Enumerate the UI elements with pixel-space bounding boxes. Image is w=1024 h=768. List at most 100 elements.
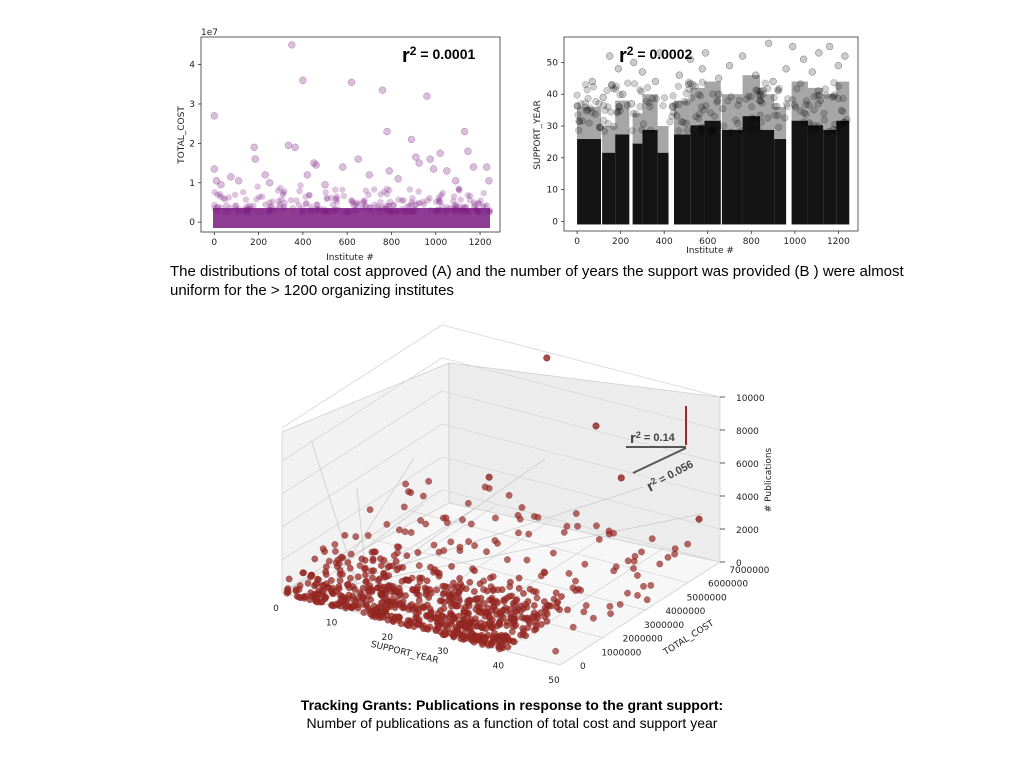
b-point bbox=[682, 119, 690, 127]
b-dense-column-fade bbox=[721, 94, 743, 130]
a-point bbox=[352, 201, 359, 209]
point-3d bbox=[656, 560, 664, 568]
a-point bbox=[385, 203, 392, 211]
b-point bbox=[673, 112, 681, 120]
b-point bbox=[599, 93, 607, 102]
b-point bbox=[783, 100, 791, 108]
point-3d-outlier bbox=[617, 474, 625, 482]
b-point bbox=[684, 80, 692, 89]
point-3d bbox=[425, 477, 433, 485]
b-point bbox=[627, 100, 636, 108]
point-3d bbox=[510, 638, 518, 646]
b-point bbox=[706, 128, 714, 136]
a-y-tick-label: 2 bbox=[189, 139, 195, 149]
b-point bbox=[652, 95, 660, 103]
b-point bbox=[590, 83, 598, 91]
point-3d bbox=[552, 589, 560, 597]
a-y-tick-label: 0 bbox=[189, 218, 195, 228]
a-point bbox=[296, 187, 303, 195]
a-point bbox=[253, 196, 260, 203]
point-3d bbox=[368, 567, 375, 575]
point-3d bbox=[393, 543, 401, 551]
b-x-tick-label: 200 bbox=[612, 237, 629, 247]
b-point bbox=[661, 94, 669, 102]
a-point bbox=[480, 190, 487, 197]
a-point bbox=[243, 208, 250, 216]
b-point bbox=[830, 91, 838, 99]
b-dense-column-fade bbox=[673, 100, 691, 135]
point-3d bbox=[319, 545, 327, 553]
a-point bbox=[486, 207, 494, 214]
point-3d bbox=[366, 610, 374, 618]
a-point bbox=[395, 207, 402, 214]
b-dense-column-fade bbox=[774, 106, 787, 140]
b-point bbox=[698, 78, 706, 86]
b-point bbox=[679, 118, 687, 127]
point-3d bbox=[401, 528, 409, 536]
b-point bbox=[581, 99, 589, 107]
a-point bbox=[473, 205, 480, 213]
b-point bbox=[757, 118, 765, 126]
b-dense-column bbox=[657, 152, 669, 225]
a-point bbox=[371, 201, 379, 208]
point-3d bbox=[607, 610, 614, 618]
b-point bbox=[811, 122, 819, 130]
a-point bbox=[455, 185, 462, 192]
b-point bbox=[600, 101, 608, 109]
a-point bbox=[407, 208, 414, 215]
point-3d bbox=[459, 516, 466, 524]
point-3d bbox=[318, 582, 326, 589]
a-point bbox=[399, 205, 406, 213]
b-dense-column-fade bbox=[807, 87, 824, 126]
point-3d bbox=[522, 600, 529, 608]
a-point bbox=[409, 195, 416, 202]
point-3d bbox=[684, 540, 692, 548]
figure-caption: The distributions of total cost approved… bbox=[170, 263, 904, 299]
a-point bbox=[361, 203, 369, 211]
b-point bbox=[816, 97, 825, 105]
a-point bbox=[251, 155, 259, 163]
a-point bbox=[225, 194, 232, 201]
point-3d bbox=[616, 601, 624, 608]
point-3d bbox=[347, 574, 354, 582]
a-point bbox=[281, 187, 288, 195]
a-point bbox=[320, 208, 328, 215]
b-point bbox=[815, 91, 823, 99]
b-point bbox=[802, 101, 810, 109]
a-x-tick-label: 400 bbox=[294, 238, 311, 248]
a-point bbox=[232, 202, 239, 209]
b-point bbox=[636, 86, 644, 94]
b-point bbox=[592, 97, 600, 105]
a-point bbox=[355, 201, 362, 208]
b-point bbox=[691, 82, 699, 90]
a-point bbox=[394, 175, 402, 183]
point-3d bbox=[378, 562, 385, 569]
point-3d bbox=[399, 563, 407, 571]
a-point bbox=[450, 197, 457, 205]
a-point bbox=[369, 208, 376, 215]
point-3d bbox=[414, 620, 422, 628]
point-3d bbox=[480, 586, 487, 593]
grid-line bbox=[441, 324, 721, 398]
b-point bbox=[608, 81, 616, 89]
b-point bbox=[683, 98, 691, 106]
point-3d bbox=[367, 596, 375, 604]
a-point bbox=[458, 206, 466, 214]
b-point bbox=[840, 118, 848, 126]
b-point bbox=[781, 114, 789, 122]
a-x-tick-label: 1000 bbox=[424, 238, 447, 248]
a-point bbox=[321, 208, 328, 216]
a-point bbox=[313, 201, 320, 208]
point-3d bbox=[382, 594, 390, 602]
point-3d bbox=[489, 598, 497, 606]
a-point bbox=[434, 207, 442, 214]
point-3d bbox=[322, 563, 330, 571]
a-point bbox=[451, 206, 458, 214]
a-point bbox=[376, 208, 383, 216]
point-3d bbox=[433, 586, 441, 594]
b-point bbox=[812, 126, 820, 134]
point-3d bbox=[472, 605, 480, 613]
a-point bbox=[298, 208, 306, 215]
b-dense-column bbox=[760, 129, 775, 225]
a-point bbox=[450, 204, 458, 211]
